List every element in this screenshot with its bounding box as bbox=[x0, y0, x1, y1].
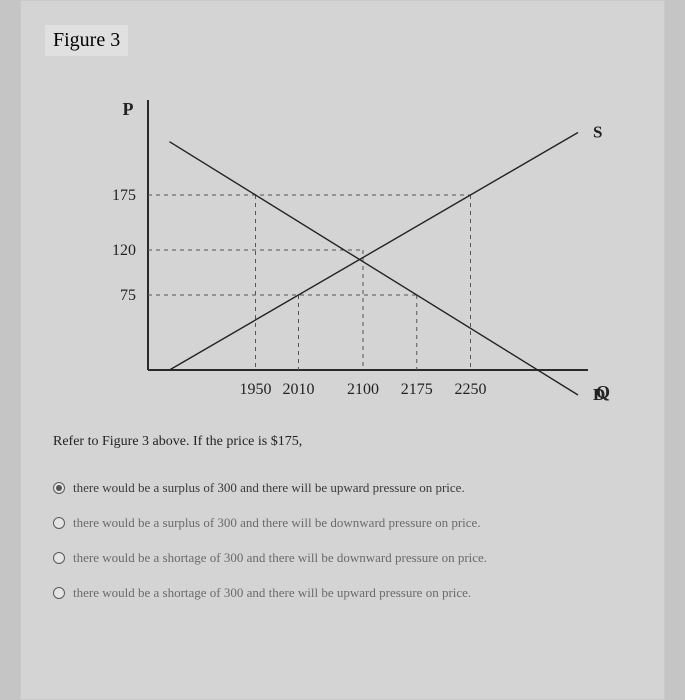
radio-icon[interactable] bbox=[53, 552, 65, 564]
supply-demand-chart: PQ1751207519502010210021752250SD bbox=[68, 70, 618, 420]
svg-text:P: P bbox=[122, 99, 133, 119]
svg-text:2175: 2175 bbox=[400, 381, 432, 398]
option-row[interactable]: there would be a surplus of 300 and ther… bbox=[53, 515, 640, 532]
svg-text:2010: 2010 bbox=[282, 381, 314, 398]
option-row[interactable]: there would be a surplus of 300 and ther… bbox=[53, 480, 640, 497]
figure-title: Figure 3 bbox=[45, 25, 128, 56]
radio-icon[interactable] bbox=[53, 517, 65, 529]
option-text: there would be a shortage of 300 and the… bbox=[73, 550, 487, 567]
option-text: there would be a surplus of 300 and ther… bbox=[73, 480, 465, 497]
option-row[interactable]: there would be a shortage of 300 and the… bbox=[53, 550, 640, 567]
option-text: there would be a shortage of 300 and the… bbox=[73, 585, 471, 602]
radio-selected-icon[interactable] bbox=[53, 482, 65, 494]
options-list: there would be a surplus of 300 and ther… bbox=[53, 480, 640, 602]
svg-text:175: 175 bbox=[112, 187, 136, 204]
option-text: there would be a surplus of 300 and ther… bbox=[73, 515, 481, 532]
question-text: Refer to Figure 3 above. If the price is… bbox=[53, 434, 640, 450]
svg-text:1950: 1950 bbox=[239, 381, 271, 398]
svg-text:D: D bbox=[593, 385, 605, 404]
page: Figure 3 PQ1751207519502010210021752250S… bbox=[20, 0, 665, 700]
svg-text:75: 75 bbox=[120, 287, 136, 304]
svg-text:2250: 2250 bbox=[454, 381, 486, 398]
svg-text:2100: 2100 bbox=[347, 381, 379, 398]
radio-icon[interactable] bbox=[53, 587, 65, 599]
chart-svg: PQ1751207519502010210021752250SD bbox=[68, 70, 618, 420]
option-row[interactable]: there would be a shortage of 300 and the… bbox=[53, 585, 640, 602]
svg-text:S: S bbox=[593, 123, 602, 142]
svg-text:120: 120 bbox=[112, 242, 136, 259]
